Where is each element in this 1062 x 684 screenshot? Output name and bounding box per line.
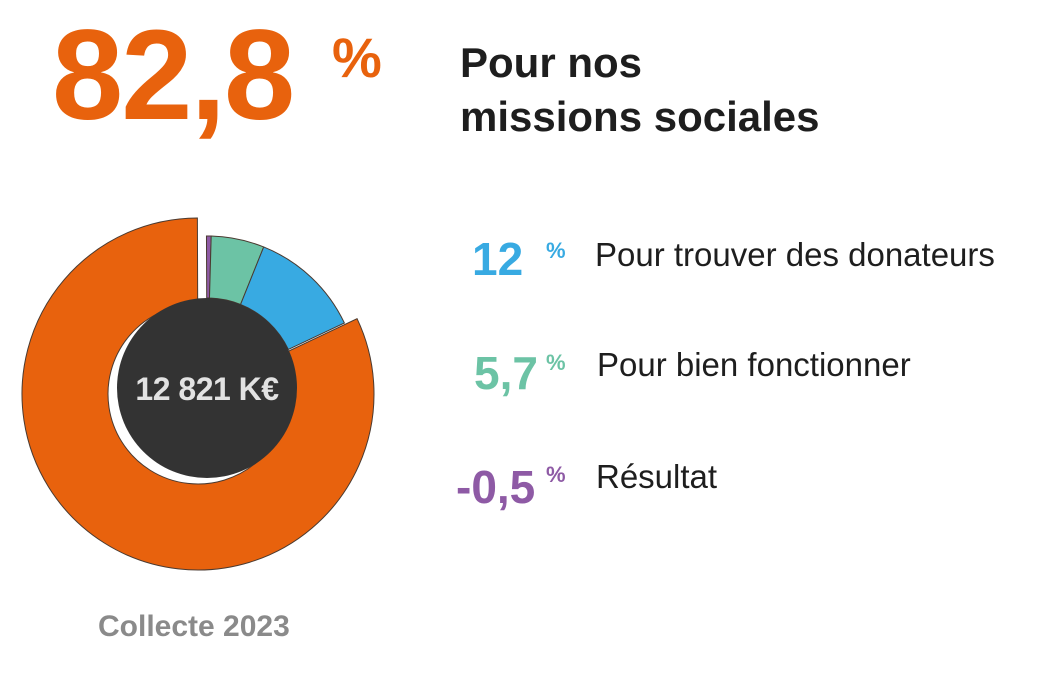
legend-label: Résultat xyxy=(596,458,718,495)
legend-unit: % xyxy=(546,238,566,263)
headline-label-line1: Pour nos xyxy=(460,39,643,86)
legend-label: Pour trouver des donateurs xyxy=(595,236,995,273)
legend-value: 5,7 xyxy=(474,347,538,399)
legend-value: 12 xyxy=(472,233,524,285)
chart-caption: Collecte 2023 xyxy=(98,610,290,643)
donut-center-label: 12 821 K€ xyxy=(135,371,279,407)
donut-chart: 12 821 K€ xyxy=(21,217,375,571)
headline-label-line2: missions sociales xyxy=(460,93,820,140)
headline-value: 82,8 xyxy=(52,4,295,147)
legend-label: Pour bien fonctionner xyxy=(597,346,911,383)
donut-slice-4 xyxy=(21,217,375,571)
headline-label: Pour nos missions sociales xyxy=(460,36,820,144)
headline-unit: % xyxy=(332,26,382,89)
legend-unit: % xyxy=(546,350,566,375)
legend-unit: % xyxy=(546,462,566,487)
donut-center xyxy=(117,298,297,478)
legend-value: -0,5 xyxy=(456,461,536,513)
